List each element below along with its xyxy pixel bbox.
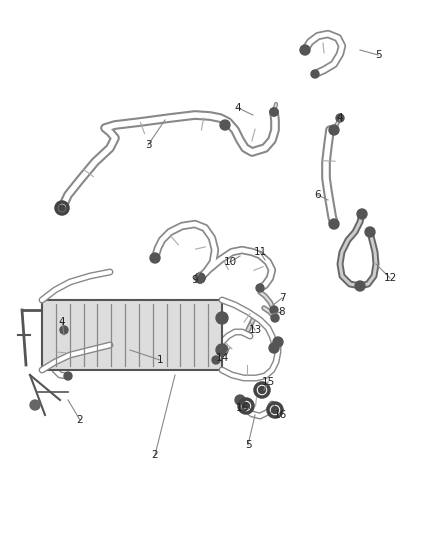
Text: 1: 1 bbox=[157, 355, 163, 365]
Circle shape bbox=[311, 70, 319, 78]
Text: 8: 8 bbox=[279, 307, 285, 317]
Circle shape bbox=[216, 312, 228, 324]
Circle shape bbox=[270, 108, 278, 116]
Circle shape bbox=[355, 281, 365, 291]
Circle shape bbox=[243, 402, 250, 409]
Circle shape bbox=[220, 120, 230, 130]
Text: 16: 16 bbox=[273, 410, 286, 420]
Circle shape bbox=[60, 326, 68, 334]
Circle shape bbox=[271, 314, 279, 322]
Circle shape bbox=[336, 114, 344, 122]
Text: 3: 3 bbox=[145, 140, 151, 150]
Bar bbox=[42, 300, 222, 370]
Circle shape bbox=[59, 205, 65, 211]
Text: 15: 15 bbox=[261, 377, 275, 387]
Circle shape bbox=[273, 337, 283, 347]
Text: 10: 10 bbox=[223, 257, 237, 267]
Circle shape bbox=[212, 356, 220, 364]
Circle shape bbox=[300, 45, 310, 55]
Circle shape bbox=[258, 386, 265, 393]
Text: 5: 5 bbox=[374, 50, 381, 60]
Circle shape bbox=[235, 395, 245, 405]
Circle shape bbox=[30, 400, 40, 410]
Text: 16: 16 bbox=[235, 403, 249, 413]
Text: 5: 5 bbox=[245, 440, 251, 450]
Circle shape bbox=[329, 125, 339, 135]
Text: 12: 12 bbox=[383, 273, 397, 283]
Text: 9: 9 bbox=[192, 275, 198, 285]
Text: 11: 11 bbox=[253, 247, 267, 257]
Text: 2: 2 bbox=[77, 415, 83, 425]
Circle shape bbox=[150, 253, 160, 263]
Circle shape bbox=[272, 407, 279, 414]
Circle shape bbox=[269, 343, 279, 353]
Circle shape bbox=[64, 372, 72, 380]
Text: 14: 14 bbox=[215, 353, 229, 363]
Circle shape bbox=[216, 344, 228, 356]
Circle shape bbox=[195, 273, 205, 283]
Circle shape bbox=[357, 209, 367, 219]
Circle shape bbox=[195, 273, 205, 283]
Circle shape bbox=[329, 219, 339, 229]
Text: 4: 4 bbox=[59, 317, 65, 327]
Circle shape bbox=[256, 284, 264, 292]
Text: 7: 7 bbox=[279, 293, 285, 303]
Circle shape bbox=[270, 108, 278, 116]
Circle shape bbox=[270, 306, 278, 314]
Text: 13: 13 bbox=[248, 325, 261, 335]
Text: 6: 6 bbox=[314, 190, 321, 200]
Text: 2: 2 bbox=[152, 450, 158, 460]
Text: 4: 4 bbox=[235, 103, 241, 113]
Circle shape bbox=[365, 227, 375, 237]
Text: 4: 4 bbox=[337, 113, 343, 123]
